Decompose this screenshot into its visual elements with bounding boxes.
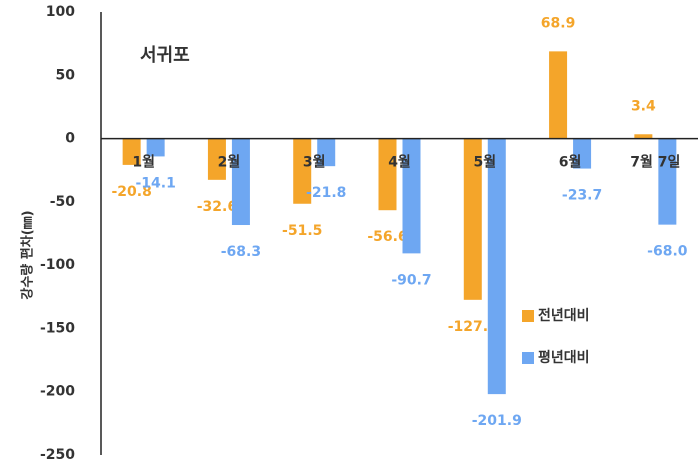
value-label: -68.3 <box>221 244 261 260</box>
x-tick-label: 7월 7일 <box>630 154 680 171</box>
bar <box>293 138 312 204</box>
value-label: -23.7 <box>562 188 602 204</box>
y-tick-label: 100 <box>46 4 75 20</box>
y-tick-label: -150 <box>40 320 75 336</box>
x-tick-label: 5월 <box>473 154 496 171</box>
value-label: -32.6 <box>197 199 237 215</box>
value-label: 68.9 <box>541 15 576 31</box>
y-tick-label: 0 <box>65 131 75 147</box>
bar <box>317 138 336 167</box>
y-tick-label: 50 <box>56 67 76 83</box>
legend-swatch <box>522 310 534 322</box>
bar <box>231 138 250 226</box>
legend-label: 전년대비 <box>538 307 590 324</box>
bar <box>122 138 141 165</box>
value-label: -90.7 <box>391 272 431 288</box>
value-label: -20.8 <box>111 184 151 200</box>
value-label: -127.4 <box>448 319 498 335</box>
bar <box>549 51 568 139</box>
value-label: -56.6 <box>367 229 407 245</box>
annotation: 서귀포 <box>140 45 190 66</box>
bar <box>146 138 165 157</box>
bar <box>402 138 421 254</box>
value-label: -68.0 <box>647 244 688 260</box>
legend-label: 평년대비 <box>538 349 590 366</box>
x-tick-label: 1월 <box>132 154 155 171</box>
value-label: -201.9 <box>472 413 522 429</box>
bar <box>463 138 482 300</box>
y-tick-label: -250 <box>40 447 75 463</box>
y-tick-label: -100 <box>40 257 75 273</box>
bar <box>378 138 397 211</box>
x-tick-label: 4월 <box>388 154 411 171</box>
y-tick-label: -200 <box>40 384 75 400</box>
bar <box>634 134 653 139</box>
bar <box>573 138 592 169</box>
value-label: -14.1 <box>135 175 175 191</box>
bar <box>658 138 677 225</box>
y-axis-label: 강수량 편차(㎜) <box>20 210 36 299</box>
value-label: -21.8 <box>306 185 346 201</box>
x-tick-label: 6월 <box>559 154 582 171</box>
bar <box>207 138 226 180</box>
value-label: -51.5 <box>282 223 322 239</box>
y-tick-label: -50 <box>50 194 76 210</box>
legend-swatch <box>522 352 534 364</box>
bar <box>487 138 506 395</box>
x-tick-label: 2월 <box>218 154 241 171</box>
x-tick-label: 3월 <box>303 154 326 171</box>
value-label: 3.4 <box>631 98 656 114</box>
